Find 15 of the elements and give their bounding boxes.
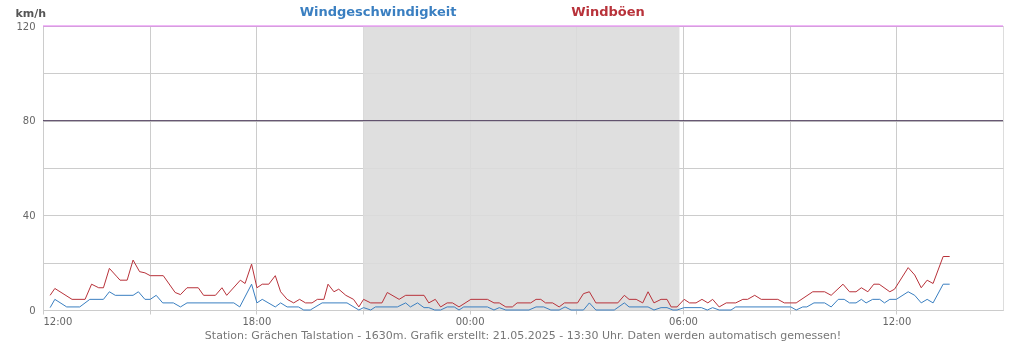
- x-tick-label: 12:00: [43, 315, 73, 327]
- text: Windgeschwindigkeit: [299, 4, 457, 19]
- line-series: [49, 256, 951, 308]
- x-tick-label: 12:00: [882, 315, 912, 327]
- y-tick-label: 120: [16, 20, 36, 32]
- text: Windböen: [571, 4, 645, 19]
- x-tick-label: 18:00: [242, 315, 272, 327]
- y-tick-label: 40: [22, 209, 36, 221]
- text: Station: Grächen Talstation - 1630m. Grafik erstellt: 21.05.2025 - 13:30 Uhr. Daten werden automatisch gemessen!: [204, 329, 842, 342]
- y-tick-label: 80: [22, 115, 36, 127]
- y-tick-label: 0: [29, 304, 36, 316]
- y-axis-title: km/h: [15, 6, 47, 20]
- x-tick-label: 00:00: [455, 315, 485, 327]
- x-tick-label: 06:00: [669, 315, 698, 327]
- line-series: [49, 283, 951, 311]
